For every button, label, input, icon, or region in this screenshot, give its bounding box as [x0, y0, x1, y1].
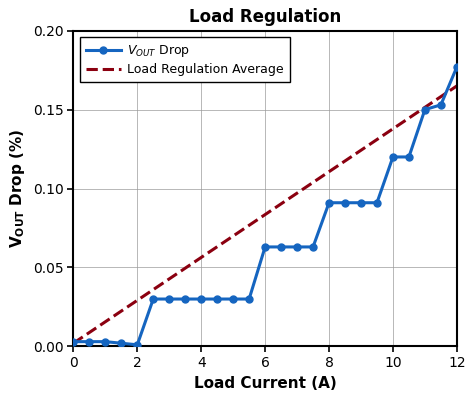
- Title: Load Regulation: Load Regulation: [189, 8, 341, 26]
- X-axis label: Load Current (A): Load Current (A): [194, 376, 337, 391]
- Legend: $V_{OUT}$ Drop, Load Regulation Average: $V_{OUT}$ Drop, Load Regulation Average: [80, 37, 290, 82]
- Y-axis label: $\mathbf{V_{OUT}}$ Drop (%): $\mathbf{V_{OUT}}$ Drop (%): [9, 129, 27, 248]
